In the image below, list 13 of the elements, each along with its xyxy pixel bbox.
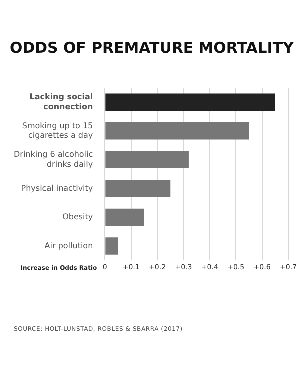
y-tick-label: Air pollution — [44, 241, 94, 250]
bar — [106, 180, 171, 198]
y-tick-label: Physical inactivity — [21, 184, 94, 193]
chart-title: ODDS OF PREMATURE MORTALITY — [10, 38, 294, 57]
bar — [106, 151, 189, 169]
y-tick-label: Lacking social connection — [30, 92, 94, 112]
y-tick-label: Obesity — [62, 212, 94, 222]
bar — [106, 122, 250, 140]
y-tick-label: Smoking up to 15 cigarettes a day — [22, 121, 94, 140]
bar — [106, 94, 276, 112]
bar — [106, 238, 118, 255]
y-tick-label: Drinking 6 alcoholic drinks daily — [14, 150, 94, 169]
bar — [106, 208, 144, 226]
